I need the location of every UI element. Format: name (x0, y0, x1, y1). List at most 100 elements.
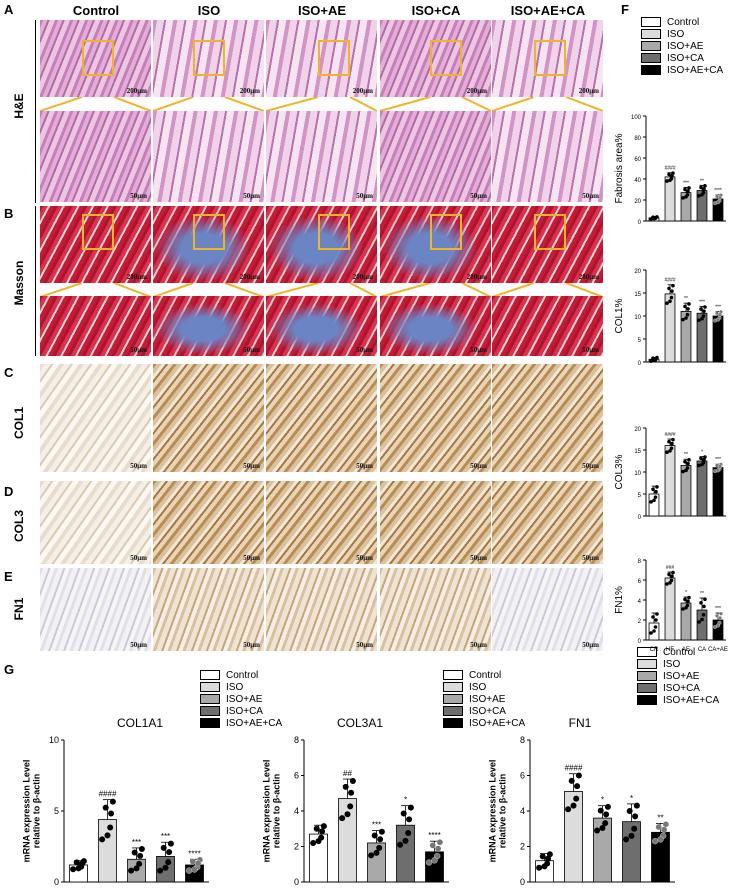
data-point (668, 449, 672, 453)
legend-label: ISO+CA (469, 706, 506, 717)
chart-title-fn1: FN1 (568, 716, 592, 730)
significance-label: #### (99, 790, 117, 799)
scale-bar-label: 50μm (130, 462, 147, 470)
y-tick-label: 4 (294, 806, 299, 816)
data-point (99, 836, 106, 843)
bar-iso-ca (696, 460, 708, 517)
fn1-image-iso-ae-ca: 50μm (492, 568, 603, 651)
data-point (342, 783, 349, 790)
legend-f-item-iso-ca: ISO+CA (641, 53, 723, 65)
y-tick-label: 2 (520, 842, 525, 852)
legend-swatch (443, 682, 463, 693)
data-point (320, 823, 327, 830)
y-tick-label: 2 (294, 842, 299, 852)
y-tick-label: 80 (634, 136, 641, 142)
legend-label: ISO+CA (226, 706, 263, 717)
data-point (684, 468, 688, 473)
data-point (167, 840, 174, 847)
data-point (686, 307, 690, 311)
scale-bar-label: 50μm (243, 192, 260, 200)
legend-swatch (443, 694, 463, 705)
scale-bar-label: 200μm (466, 87, 487, 95)
row-label-col3: COL3 (12, 510, 26, 543)
he-zoom-image-iso: 50μm (153, 111, 264, 202)
data-point (660, 826, 668, 833)
scale-bar-label: 200μm (352, 273, 373, 281)
legend-f-item-iso-ae-ca: ISO+AE+CA (641, 65, 723, 77)
significance-label: ### (666, 565, 675, 571)
legend-g1-item-control: Control (200, 670, 282, 682)
data-point (665, 301, 669, 305)
y-tick-label: 0 (638, 639, 642, 645)
data-point (655, 823, 662, 831)
significance-label: **** (188, 849, 200, 858)
significance-label: **** (714, 188, 722, 194)
data-point (668, 581, 672, 585)
y-axis-label: COL1% (614, 298, 625, 333)
bar-iso-ae-ca (712, 315, 724, 363)
data-point (339, 815, 346, 822)
data-point (315, 838, 322, 845)
y-axis-label: mRNA expression Levelrelative to β-actin (22, 760, 42, 863)
panel-label-c: C (4, 365, 14, 380)
zoom-inset-box (430, 40, 462, 76)
data-point (718, 195, 722, 200)
panel-label-b: B (4, 206, 14, 221)
data-point (131, 849, 138, 856)
row-label-fn1: FN1 (12, 597, 26, 621)
legend-label: Control (469, 670, 502, 681)
legend-label: Control (226, 670, 259, 681)
he-zoom-image-control: 50μm (40, 111, 151, 202)
masson-zoom-image-iso-ae: 50μm (266, 296, 377, 356)
zoom-connector-lines (380, 283, 491, 297)
legend-label: ISO+AE+CA (663, 695, 720, 706)
legend-g-2: Control ISO ISO+AE ISO+CA ISO+AE+CA (443, 670, 525, 730)
data-point (655, 485, 659, 489)
legend-swatch (200, 718, 220, 729)
fn1-image-iso-ca: 50μm (380, 568, 491, 651)
legend-f-item-iso: ISO (641, 29, 723, 41)
x-tick-label: HF (666, 647, 674, 653)
data-point (716, 623, 720, 628)
bar-iso-ae-ca (425, 851, 444, 883)
data-point (683, 459, 687, 464)
data-point (405, 830, 412, 837)
significance-label: ** (684, 452, 688, 458)
legend-g2-item-iso: ISO (443, 682, 525, 694)
legend-swatch (641, 65, 661, 76)
data-point (573, 795, 580, 802)
data-point (716, 200, 720, 205)
data-point (683, 304, 687, 309)
he-zoom-image-iso-ca: 50μm (380, 111, 491, 202)
data-point (700, 316, 704, 321)
data-point (319, 828, 326, 835)
data-point (631, 825, 638, 832)
data-point (368, 852, 375, 859)
data-point (683, 597, 687, 602)
legend-g2-item-iso-ae-ca: ISO+AE+CA (443, 718, 525, 730)
he-overview-image-iso-ae-ca: 200μm (492, 20, 603, 97)
data-point (194, 860, 202, 867)
legend-label: ISO+AE+CA (667, 65, 724, 76)
y-tick-label: 10 (634, 471, 641, 477)
data-point (653, 625, 658, 629)
panel-label-a: A (4, 2, 14, 17)
he-overview-image-iso-ca: 200μm (380, 20, 491, 97)
data-point (716, 468, 720, 473)
data-point (703, 597, 707, 601)
legend-swatch (200, 706, 220, 717)
data-point (597, 807, 604, 814)
data-point (702, 309, 706, 313)
col1-image-iso: 50μm (153, 364, 264, 472)
scale-bar-label: 200μm (352, 87, 373, 95)
col1-image-iso-ca: 50μm (380, 364, 491, 472)
legend-swatch (637, 695, 657, 706)
data-point (397, 841, 404, 848)
significance-label: #### (664, 166, 675, 172)
data-point (75, 865, 82, 872)
legend-swatch (641, 41, 661, 52)
data-point (715, 613, 719, 618)
legend-g3-item-iso: ISO (637, 659, 719, 671)
data-point (687, 186, 691, 190)
legend-f-item-control: Control (641, 17, 723, 29)
